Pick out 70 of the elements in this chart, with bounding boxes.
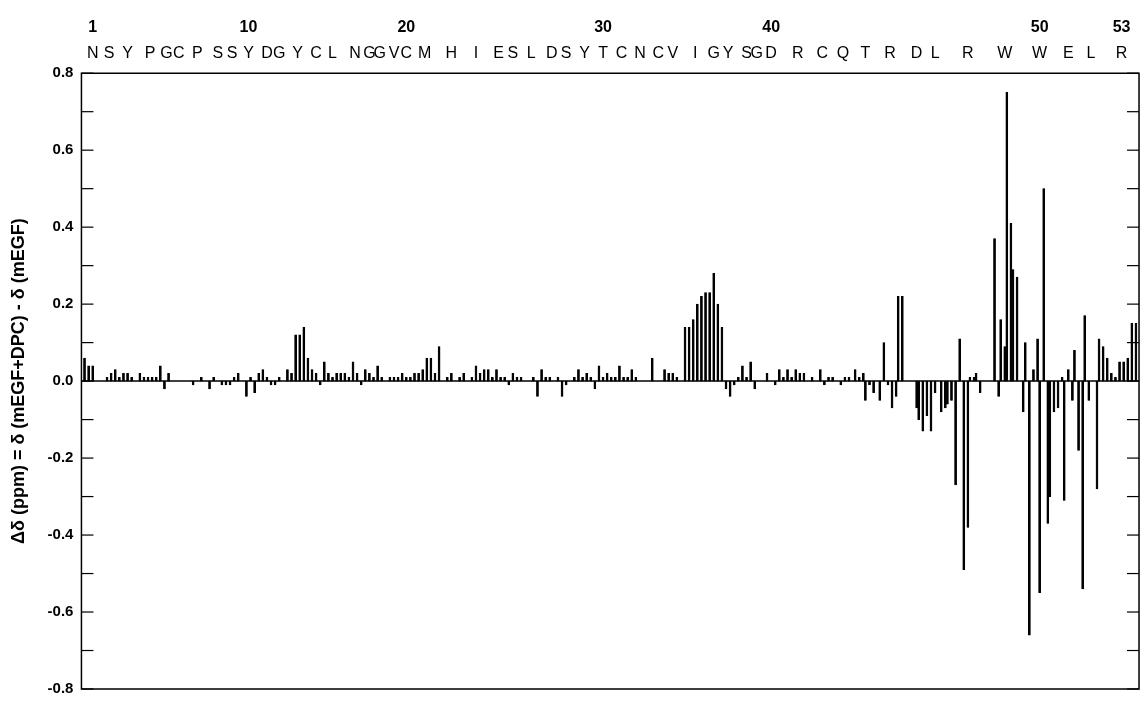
x-tick-label: R (791, 44, 804, 62)
x-tick-label: R (1115, 44, 1128, 62)
x-tick-label: G (750, 44, 763, 62)
x-tick-label: S (741, 44, 752, 62)
y-tick-label: -0.4 (47, 525, 75, 543)
x-tick-label: D (261, 44, 273, 62)
x-tick-label: N (634, 44, 646, 62)
x-tick-label: C (173, 44, 185, 62)
x-tick-label: L (930, 44, 940, 62)
x-tick-label: I (693, 44, 698, 62)
x-tick-label: L (328, 44, 338, 62)
x-tick-label: G (273, 44, 286, 62)
x-tick-label: Q (836, 44, 850, 62)
text: 10 (239, 17, 258, 35)
x-tick-label: S (103, 44, 115, 62)
y-tick-label: -0.2 (47, 448, 74, 466)
x-tick-label: T (598, 44, 609, 62)
x-tick-label: D (910, 44, 923, 62)
x-tick-label: E (493, 44, 504, 62)
x-tick-label: P (191, 44, 203, 62)
text: 50 (1030, 17, 1049, 35)
text: 30 (594, 17, 613, 35)
x-tick-label: L (526, 44, 536, 62)
y-tick-label: 0.4 (52, 217, 75, 235)
x-tick-label: I (473, 44, 479, 62)
x-tick-label: C (816, 44, 829, 62)
x-tick-label: S (507, 44, 519, 62)
x-tick-label: N (349, 44, 361, 62)
y-axis-title: Δδ (ppm) = δ (mEGF+DPC) - δ (mEGF) (7, 218, 28, 544)
x-tick-label: G (373, 44, 386, 62)
x-tick-label: P (144, 44, 156, 62)
y-tick-label: 0.8 (52, 63, 74, 81)
x-tick-label: T (860, 44, 871, 62)
x-tick-label: R (884, 44, 896, 62)
x-tick-label: G (160, 44, 173, 62)
x-tick-label: D (546, 44, 558, 62)
text: 53 (1112, 17, 1131, 35)
x-tick-label: V (667, 44, 679, 62)
y-tick-label: 0.2 (52, 294, 74, 312)
x-tick-label: D (765, 44, 777, 62)
x-tick-label: Y (243, 44, 255, 62)
x-tick-label: H (445, 44, 458, 62)
y-tick-label: -0.8 (47, 679, 74, 697)
y-tick-label: 0.6 (52, 140, 74, 158)
x-tick-label: M (418, 44, 432, 62)
x-tick-label: G (363, 44, 376, 62)
x-tick-label: Y (292, 44, 304, 62)
x-tick-label: C (652, 44, 665, 62)
text: 1 (88, 17, 98, 35)
x-tick-label: C (310, 44, 322, 62)
x-tick-label: C (400, 44, 413, 62)
x-tick-label: E (1062, 44, 1074, 62)
x-tick-label: Y (122, 44, 134, 62)
x-tick-label: G (707, 44, 720, 62)
x-tick-label: Y (579, 44, 591, 62)
x-tick-label: C (615, 44, 628, 62)
x-tick-label: S (226, 44, 238, 62)
x-tick-label: N (86, 44, 99, 62)
x-tick-label: W (997, 44, 1014, 62)
x-tick-label: V (388, 44, 400, 62)
text: 20 (397, 17, 416, 35)
text: 40 (762, 17, 781, 35)
x-tick-label: W (1032, 44, 1049, 62)
y-tick-label: 0.0 (52, 371, 74, 389)
x-tick-label: S (212, 44, 224, 62)
y-tick-label: -0.6 (47, 602, 74, 620)
x-tick-label: R (962, 44, 974, 62)
x-tick-label: Y (722, 44, 734, 62)
x-tick-label: L (1086, 44, 1096, 62)
x-tick-label: S (560, 44, 572, 62)
